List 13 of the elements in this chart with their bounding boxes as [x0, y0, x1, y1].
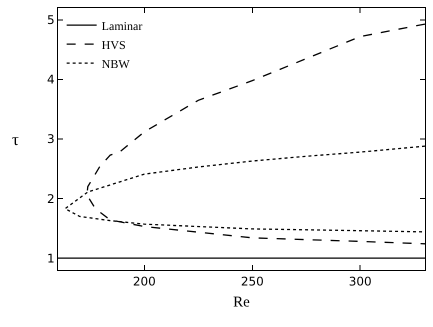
y-tick-label: 2	[46, 192, 55, 206]
y-axis-title: τ	[12, 130, 19, 149]
y-tick-label: 4	[46, 72, 55, 87]
x-axis-title: Re	[233, 294, 250, 310]
legend-label: NBW	[102, 56, 130, 71]
legend-label: HVS	[102, 38, 126, 52]
y-tick-label: 5	[46, 13, 55, 28]
y-tick-label: 1	[46, 251, 55, 266]
x-tick-label: 200	[132, 274, 156, 288]
y-tick-label: 3	[46, 132, 55, 146]
legend-label: Laminar	[102, 18, 142, 33]
x-tick-label: 300	[348, 274, 372, 288]
x-tick-label: 250	[240, 274, 264, 288]
